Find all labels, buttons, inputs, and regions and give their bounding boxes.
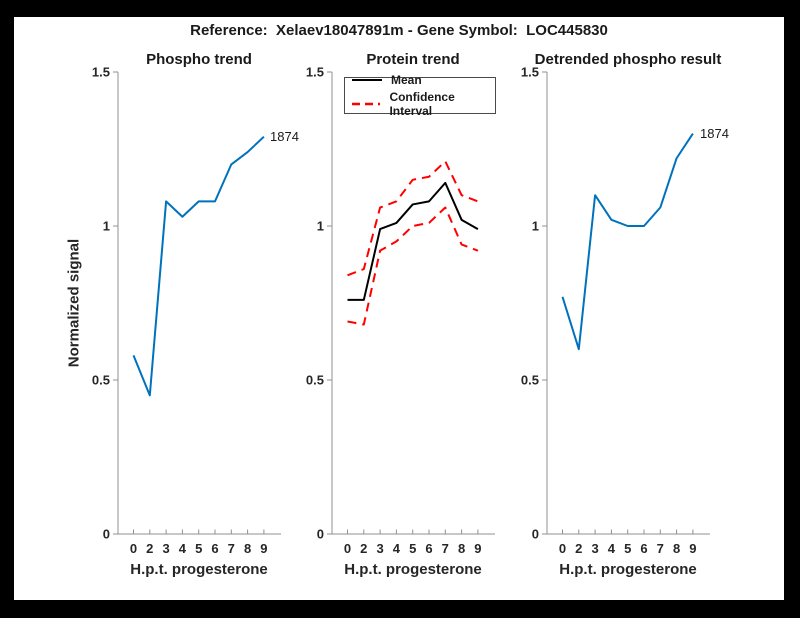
x-tick-label: 7 xyxy=(228,541,235,556)
x-tick-label: 4 xyxy=(179,541,187,556)
x-tick-label: 4 xyxy=(393,541,401,556)
x-tick-label: 9 xyxy=(689,541,696,556)
y-tick-label: 0 xyxy=(103,527,110,542)
subplot-title-phospho-trend: Phospho trend xyxy=(146,51,252,68)
x-tick-label: 2 xyxy=(146,541,153,556)
x-tick-label: 5 xyxy=(624,541,631,556)
axis-spines xyxy=(546,72,710,535)
legend-label-confidence-interval: Confidence Interval xyxy=(389,90,455,118)
x-tick-label: 9 xyxy=(474,541,481,556)
x-tick-label: 2 xyxy=(360,541,367,556)
x-tick-label: 4 xyxy=(608,541,616,556)
legend-item-mean: Mean xyxy=(352,73,495,87)
series-line xyxy=(132,135,265,397)
x-tick-label: 6 xyxy=(425,541,432,556)
x-tick-label: 5 xyxy=(409,541,416,556)
x-tick-label: 9 xyxy=(260,541,267,556)
y-axis-label: Normalized signal xyxy=(65,238,83,368)
axis-spines xyxy=(331,72,495,535)
x-tick-label: 2 xyxy=(575,541,582,556)
x-tick-label: 7 xyxy=(657,541,664,556)
y-tick-label: 1.5 xyxy=(306,65,324,80)
x-tick-label: 8 xyxy=(458,541,465,556)
subplot-0: 00.511.50 2 3 4 5 6 7 8 9 xyxy=(92,65,281,556)
legend-label-mean: Mean xyxy=(391,73,422,87)
subplot-title-protein-trend: Protein trend xyxy=(366,51,460,68)
y-tick-label: 1 xyxy=(532,219,539,234)
y-tick-label: 0.5 xyxy=(306,373,324,388)
y-tick-label: 0 xyxy=(532,527,539,542)
x-tick-label: 6 xyxy=(211,541,218,556)
legend-box: Mean Confidence Interval xyxy=(344,73,496,118)
y-tick-label: 1.5 xyxy=(92,65,110,80)
x-tick-label: 8 xyxy=(244,541,251,556)
series-end-label-phospho: 1874 xyxy=(270,129,299,144)
x-axis-label-2: H.p.t. progesterone xyxy=(344,561,482,578)
x-tick-label: 3 xyxy=(591,541,598,556)
series-line xyxy=(347,181,479,301)
axis-spines xyxy=(117,72,281,535)
mean-line-sample-icon xyxy=(352,79,382,81)
series-end-label-detrended: 1874 xyxy=(700,126,729,141)
x-tick-label: 0 xyxy=(130,541,137,556)
x-tick-label: 3 xyxy=(376,541,383,556)
figure-title: Reference: Xelaev18047891m - Gene Symbol… xyxy=(190,22,608,39)
y-tick-label: 1 xyxy=(317,219,324,234)
x-tick-label: 8 xyxy=(673,541,680,556)
x-tick-label: 6 xyxy=(640,541,647,556)
series-line xyxy=(561,133,694,351)
y-tick-label: 0.5 xyxy=(92,373,110,388)
subplot-2: 00.511.50 2 3 4 5 6 7 8 9 xyxy=(521,65,710,556)
y-tick-label: 0.5 xyxy=(521,373,539,388)
series-line xyxy=(347,160,479,277)
subplot-title-detrended-result: Detrended phospho result xyxy=(534,51,722,68)
legend-item-confidence-interval: Confidence Interval xyxy=(352,90,495,118)
x-tick-label: 0 xyxy=(344,541,351,556)
x-axis-label-3: H.p.t. progesterone xyxy=(559,561,697,578)
x-axis-label-1: H.p.t. progesterone xyxy=(130,561,268,578)
y-tick-label: 1 xyxy=(103,219,110,234)
x-tick-label: 0 xyxy=(559,541,566,556)
x-tick-label: 5 xyxy=(195,541,202,556)
figure-canvas xyxy=(14,17,784,600)
subplot-1: 00.511.50 2 3 4 5 6 7 8 9 xyxy=(306,65,495,556)
x-tick-label: 3 xyxy=(162,541,169,556)
y-tick-label: 0 xyxy=(317,527,324,542)
x-tick-label: 7 xyxy=(442,541,449,556)
y-tick-label: 1.5 xyxy=(521,65,539,80)
series-line xyxy=(347,206,479,326)
ci-dashed-line-sample-icon xyxy=(352,102,381,106)
